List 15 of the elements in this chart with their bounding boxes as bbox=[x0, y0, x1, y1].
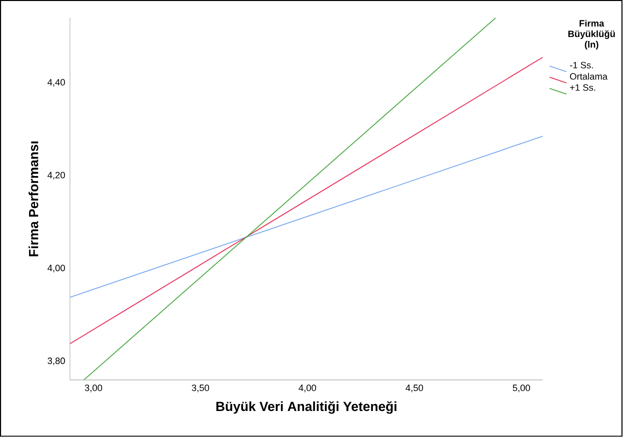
legend-label: Ortalama bbox=[570, 73, 608, 80]
x-tick-label: 4,50 bbox=[406, 384, 424, 392]
legend-label: +1 Ss. bbox=[570, 84, 596, 91]
y-axis-title: Firma Performansı bbox=[28, 142, 38, 256]
legend-title: Firma Büyüklüğü (ln) bbox=[568, 20, 615, 50]
legend-label: -1 Ss. bbox=[570, 62, 593, 69]
y-tick-label: 4,40 bbox=[48, 79, 65, 87]
y-tick-label: 4,00 bbox=[48, 264, 65, 272]
x-tick-label: 3,00 bbox=[84, 384, 102, 392]
x-axis-title: Büyük Veri Analitiği Yeteneği bbox=[216, 401, 396, 414]
y-tick-label: 4,20 bbox=[48, 172, 65, 180]
x-tick-label: 5,00 bbox=[512, 384, 530, 392]
x-tick-label: 4,00 bbox=[298, 384, 316, 392]
x-tick-label: 3,50 bbox=[192, 384, 210, 392]
y-tick-label: 3,80 bbox=[48, 358, 65, 366]
